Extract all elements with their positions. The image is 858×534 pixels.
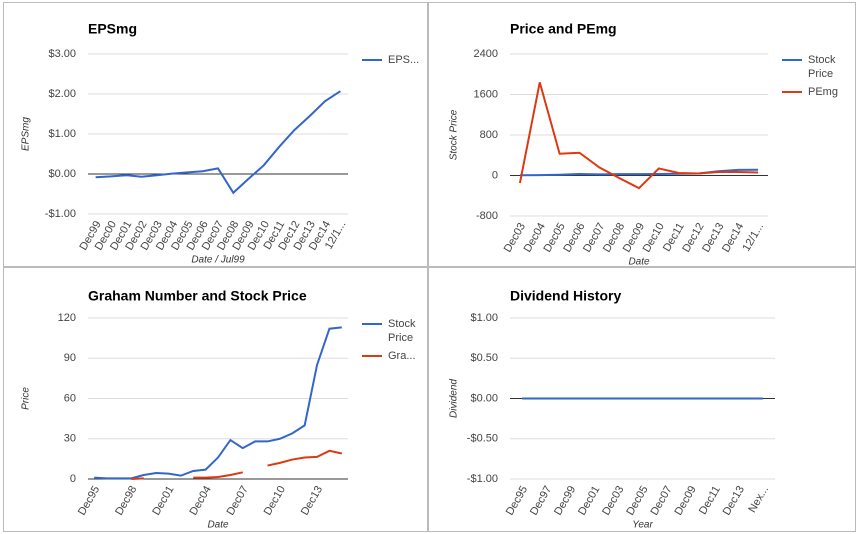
y-tick-label: $3.00: [48, 48, 76, 60]
chart-title: Graham Number and Stock Price: [88, 288, 307, 304]
y-tick-label: $0.00: [48, 168, 76, 180]
x-tick-label: Dec11: [697, 484, 723, 517]
legend-label: EPS...: [388, 54, 419, 66]
series-line: [267, 449, 343, 467]
y-axis-title: Stock Price: [449, 109, 460, 160]
x-tick-label: Dec95: [504, 484, 530, 518]
chart-title: Dividend History: [510, 288, 621, 304]
y-tick-label: 2400: [474, 48, 498, 60]
y-tick-label: $0.00: [470, 392, 498, 404]
x-tick-label: Dec95: [76, 484, 102, 518]
x-tick-label: Dec13: [299, 484, 325, 518]
x-tick-label: Dec10: [262, 484, 288, 518]
legend-label: Stock Price: [808, 54, 836, 80]
y-tick-label: 800: [480, 129, 498, 141]
panel-border: [3, 267, 428, 532]
y-axis-title: Price: [21, 387, 32, 410]
x-tick-label: Dec09: [673, 484, 699, 518]
series-line: [95, 90, 341, 195]
legend-label: Stock Price: [388, 318, 416, 344]
x-axis-title: Year: [632, 520, 653, 531]
y-tick-label: 0: [70, 473, 76, 485]
y-tick-label: 60: [64, 392, 76, 404]
chart-title: EPSmg: [88, 21, 137, 37]
y-tick-label: -$1.00: [45, 208, 76, 220]
chart: EPSmg$3.00$2.00$1.00$0.00-$1.00Dec99Dec0…: [21, 21, 420, 266]
chart: Price and PEmg240016008000-800Dec03Dec04…: [449, 21, 838, 268]
y-tick-label: -$0.50: [467, 433, 498, 445]
x-tick-label: Dec04: [187, 484, 213, 518]
chart: Graham Number and Stock Price1209060300D…: [21, 288, 416, 531]
y-tick-label: $2.00: [48, 88, 76, 100]
series-line: [94, 326, 342, 480]
y-tick-label: -800: [476, 210, 498, 222]
series-line: [131, 477, 144, 480]
panel-border: [3, 2, 428, 267]
x-tick-label: Dec07: [225, 484, 251, 518]
y-axis-title: EPSmg: [21, 117, 32, 151]
y-tick-label: 120: [58, 312, 76, 324]
y-tick-label: 0: [492, 169, 498, 181]
y-tick-label: -$1.00: [467, 473, 498, 485]
x-axis-title: Date: [207, 520, 229, 531]
x-tick-label: Nex...: [746, 484, 771, 515]
legend-label: PEmg: [808, 86, 838, 98]
y-tick-label: 90: [64, 352, 76, 364]
x-tick-label: Dec01: [150, 484, 176, 518]
y-tick-label: 30: [64, 433, 76, 445]
y-tick-label: 1600: [474, 88, 498, 100]
series-line: [518, 82, 759, 190]
panel-border: [428, 267, 856, 532]
x-axis-title: Date: [628, 257, 650, 268]
x-tick-label: Dec01: [576, 484, 602, 518]
chart: Dividend History $1.00 $0.50 $0.00 -$0.50 -$1…: [449, 288, 775, 531]
x-tick-label: Dec05: [624, 484, 650, 518]
x-tick-label: Dec97: [528, 484, 554, 518]
chart-title: Price and PEmg: [510, 21, 617, 37]
x-tick-label: Dec13: [721, 484, 747, 518]
panel-border: [428, 2, 856, 267]
x-tick-label: Dec98: [113, 484, 139, 518]
y-tick-label: $1.00: [48, 128, 76, 140]
x-tick-label: Dec03: [600, 484, 626, 518]
x-tick-label: Dec07: [648, 484, 674, 518]
series-line: [193, 471, 243, 479]
legend-label: Gra...: [388, 350, 416, 362]
x-axis-title: Date / Jul99: [191, 255, 245, 266]
y-tick-label: $1.00: [470, 312, 498, 324]
x-tick-label: Dec99: [552, 484, 578, 518]
y-tick-label: $0.50: [470, 352, 498, 364]
y-axis-title: Dividend: [449, 379, 460, 418]
